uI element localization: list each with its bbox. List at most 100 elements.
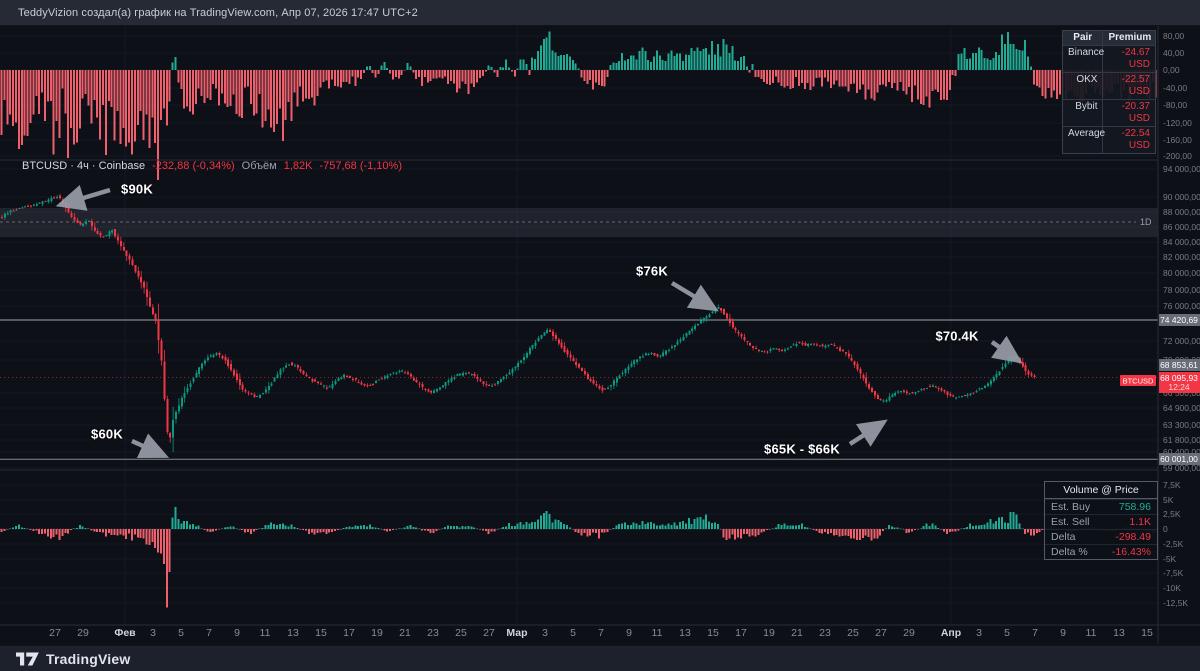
svg-text:9: 9 [1060, 627, 1066, 639]
svg-text:15: 15 [315, 627, 327, 639]
symbol-legend[interactable]: BTCUSD · 4ч · Coinbase -232,88 (-0,34%) … [22, 160, 402, 172]
candlestick-pane[interactable] [1, 194, 1036, 453]
attribution-text: TeddyVizion создал(а) график на TradingV… [18, 6, 418, 19]
vap-table-row: Delta -298.49 [1045, 529, 1157, 544]
svg-text:27: 27 [875, 627, 887, 639]
svg-text:59 000,00: 59 000,00 [1163, 463, 1200, 473]
vap-table-row: Delta % -16.43% [1045, 544, 1157, 559]
pane-separators [0, 26, 1200, 644]
price-annotation-label: $70.4K [935, 328, 979, 344]
svg-text:0,00: 0,00 [1163, 65, 1180, 75]
svg-text:12:24: 12:24 [1168, 382, 1190, 392]
svg-text:68 853,61: 68 853,61 [1160, 360, 1198, 370]
svg-text:Мар: Мар [506, 627, 527, 639]
svg-text:23: 23 [427, 627, 439, 639]
svg-text:13: 13 [1113, 627, 1125, 639]
premium-table-header: Pair Premium [1063, 31, 1155, 45]
price-change-value: -232,88 (-0,34%) [152, 160, 235, 172]
premium-comparison-table: Pair Premium Binance -24.67 USD OKX -22.57 US… [1062, 30, 1156, 154]
svg-text:-160,00: -160,00 [1163, 135, 1192, 145]
daily-level-zone: 1D [0, 208, 1158, 237]
svg-text:-7,5K: -7,5K [1163, 568, 1184, 578]
delta-volume-pane[interactable] [0, 506, 1158, 608]
svg-text:40,00: 40,00 [1163, 48, 1185, 58]
annotation-arrows [55, 184, 1023, 459]
svg-text:72 000,00: 72 000,00 [1163, 336, 1200, 346]
svg-text:7,5K: 7,5K [1163, 480, 1181, 490]
svg-text:78 000,00: 78 000,00 [1163, 285, 1200, 295]
svg-text:Апр: Апр [941, 627, 961, 639]
premium-table-row: Binance -24.67 USD [1063, 45, 1155, 72]
svg-text:23: 23 [819, 627, 831, 639]
svg-text:90 000,00: 90 000,00 [1163, 192, 1200, 202]
svg-text:11: 11 [260, 627, 271, 639]
bottom-toolbar: TradingView [0, 645, 1200, 671]
volume-label: Объём [241, 160, 277, 172]
svg-text:3: 3 [150, 627, 156, 639]
svg-text:7: 7 [1032, 627, 1038, 639]
svg-text:29: 29 [903, 627, 915, 639]
svg-text:21: 21 [791, 627, 803, 639]
svg-text:-120,00: -120,00 [1163, 118, 1192, 128]
vap-table-row: Est. Buy 758.96 [1045, 499, 1157, 514]
svg-text:2,5K: 2,5K [1163, 509, 1181, 519]
chart-attribution-bar: TeddyVizion создал(а) график на TradingV… [0, 0, 1200, 26]
svg-text:80 000,00: 80 000,00 [1163, 268, 1200, 278]
tradingview-logo-icon [16, 652, 39, 666]
svg-text:76 000,00: 76 000,00 [1163, 301, 1200, 311]
grid-lines [0, 26, 1158, 625]
svg-text:84 000,00: 84 000,00 [1163, 237, 1200, 247]
svg-text:5K: 5K [1163, 495, 1174, 505]
svg-text:BTCUSD: BTCUSD [1123, 377, 1154, 386]
svg-text:86 000,00: 86 000,00 [1163, 222, 1200, 232]
svg-text:74 420,69: 74 420,69 [1160, 315, 1198, 325]
svg-text:5: 5 [178, 627, 184, 639]
svg-text:29: 29 [77, 627, 89, 639]
svg-text:7: 7 [598, 627, 604, 639]
tradingview-logo-text: TradingView [46, 651, 131, 667]
premium-table-row: Average -22.54 USD [1063, 126, 1155, 153]
svg-text:11: 11 [652, 627, 663, 639]
tradingview-logo[interactable]: TradingView [16, 651, 130, 667]
svg-text:-200,00: -200,00 [1163, 151, 1192, 161]
svg-text:19: 19 [763, 627, 775, 639]
svg-text:15: 15 [707, 627, 719, 639]
svg-text:3: 3 [542, 627, 548, 639]
svg-text:27: 27 [49, 627, 61, 639]
svg-text:60 400,00: 60 400,00 [1163, 447, 1200, 457]
svg-text:19: 19 [371, 627, 383, 639]
volume-at-price-table: Volume @ Price Est. Buy 758.96 Est. Sell 1.1… [1044, 481, 1158, 560]
svg-text:-12,5K: -12,5K [1163, 598, 1188, 608]
vap-table-row: Est. Sell 1.1K [1045, 514, 1157, 529]
svg-text:63 300,00: 63 300,00 [1163, 420, 1200, 430]
svg-text:94 000,00: 94 000,00 [1163, 164, 1200, 174]
vap-table-title: Volume @ Price [1045, 482, 1157, 499]
svg-text:25: 25 [847, 627, 859, 639]
price-annotation-label: $76K [636, 263, 668, 279]
svg-text:13: 13 [287, 627, 299, 639]
svg-text:7: 7 [206, 627, 212, 639]
time-axis[interactable]: 27 29 Фев 3 5 7 9 11 13 15 17 19 21 23 25 27 Мар 3 5 7 9 11 13… [49, 627, 1153, 639]
premium-histogram-pane[interactable] [0, 31, 1157, 181]
svg-text:61 800,00: 61 800,00 [1163, 435, 1200, 445]
svg-text:-10K: -10K [1163, 583, 1181, 593]
svg-text:17: 17 [343, 627, 355, 639]
symbol-title[interactable]: BTCUSD · 4ч · Coinbase [22, 160, 146, 172]
svg-text:60 001,00: 60 001,00 [1160, 454, 1198, 464]
svg-text:9: 9 [626, 627, 632, 639]
svg-text:82 000,00: 82 000,00 [1163, 252, 1200, 262]
key-level-lines [0, 319, 1158, 460]
svg-text:0: 0 [1163, 524, 1168, 534]
price-annotation-label: $60K [91, 426, 123, 442]
svg-text:21: 21 [399, 627, 411, 639]
premium-table-row: Bybit -20.37 USD [1063, 99, 1155, 126]
svg-text:-80,00: -80,00 [1163, 100, 1187, 110]
price-annotation-label: $90K [121, 181, 153, 197]
svg-text:88 000,00: 88 000,00 [1163, 207, 1200, 217]
svg-text:25: 25 [455, 627, 467, 639]
svg-text:11: 11 [1086, 627, 1097, 639]
svg-text:-5K: -5K [1163, 554, 1177, 564]
